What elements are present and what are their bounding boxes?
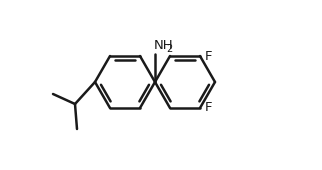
Text: F: F xyxy=(205,49,213,63)
Text: 2: 2 xyxy=(166,44,173,54)
Text: F: F xyxy=(205,101,213,114)
Text: NH: NH xyxy=(154,39,174,52)
